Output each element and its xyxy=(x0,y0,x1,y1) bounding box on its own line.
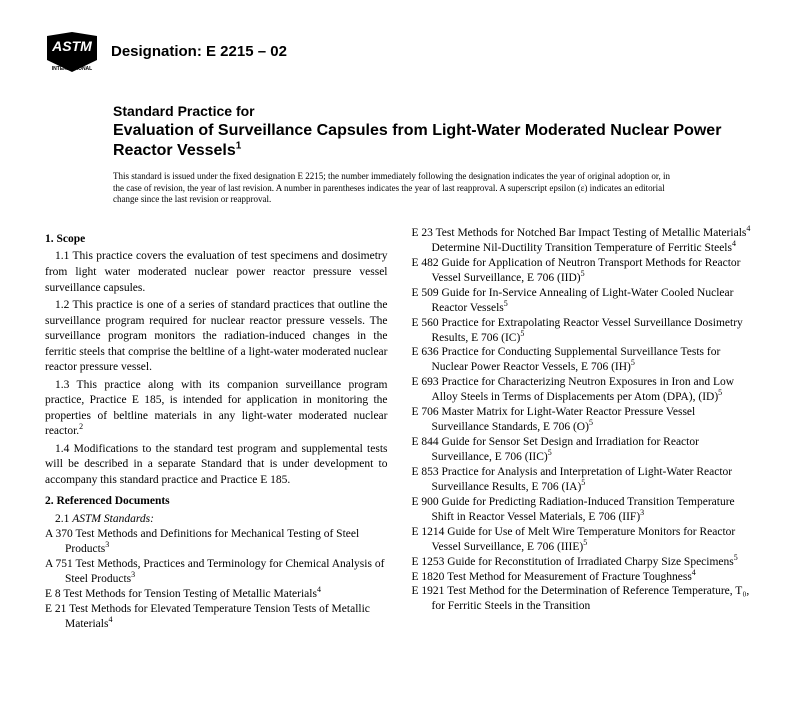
header-row: ASTM INTERNATIONAL Designation: E 2215 –… xyxy=(45,30,754,74)
ref-e636: E 636 Practice for Conducting Supplement… xyxy=(412,345,755,375)
para-1-4: 1.4 Modifications to the standard test p… xyxy=(45,442,388,489)
title-block: Standard Practice for Evaluation of Surv… xyxy=(113,102,754,161)
section-2-head: 2. Referenced Documents xyxy=(45,494,388,510)
ref-e1921: E 1921 Test Method for the Determination… xyxy=(412,584,755,614)
ref-e8: E 8 Test Methods for Tension Testing of … xyxy=(45,587,388,602)
para-1-2: 1.2 This practice is one of a series of … xyxy=(45,298,388,376)
title-main: Evaluation of Surveillance Capsules from… xyxy=(113,121,754,161)
ref-e21: E 21 Test Methods for Elevated Temperatu… xyxy=(45,602,388,632)
ref-a370: A 370 Test Methods and Definitions for M… xyxy=(45,527,388,557)
ref-e482: E 482 Guide for Application of Neutron T… xyxy=(412,256,755,286)
sub-num: 2.1 xyxy=(55,513,72,525)
para-1-3: 1.3 This practice along with its compani… xyxy=(45,378,388,440)
svg-text:INTERNATIONAL: INTERNATIONAL xyxy=(52,66,92,72)
ref-e23: E 23 Test Methods for Notched Bar Impact… xyxy=(412,226,755,241)
ref-e706: E 706 Master Matrix for Light-Water Reac… xyxy=(412,405,755,435)
section-1-head: 1. Scope xyxy=(45,232,388,248)
title-pre: Standard Practice for xyxy=(113,102,754,121)
ref-e1253: E 1253 Guide for Reconstitution of Irrad… xyxy=(412,555,755,570)
ref-e844: E 844 Guide for Sensor Set Design and Ir… xyxy=(412,435,755,465)
astm-logo: ASTM INTERNATIONAL xyxy=(45,30,99,74)
section-2-1-head: 2.1 ASTM Standards: xyxy=(45,512,388,528)
fineprint: This standard is issued under the fixed … xyxy=(113,171,673,206)
ref-e853: E 853 Practice for Analysis and Interpre… xyxy=(412,465,755,495)
ref-e560: E 560 Practice for Extrapolating Reactor… xyxy=(412,316,755,346)
ref-e900: E 900 Guide for Predicting Radiation-Ind… xyxy=(412,495,755,525)
designation: Designation: E 2215 – 02 xyxy=(111,42,287,62)
ref-e1820: E 1820 Test Method for Measurement of Fr… xyxy=(412,570,755,585)
body-columns: 1. Scope 1.1 This practice covers the ev… xyxy=(45,226,754,632)
ref-e509: E 509 Guide for In-Service Annealing of … xyxy=(412,286,755,316)
para-1-1: 1.1 This practice covers the evaluation … xyxy=(45,249,388,296)
ref-cont: Determine Nil-Ductility Transition Tempe… xyxy=(412,241,755,256)
title-main-text: Evaluation of Surveillance Capsules from… xyxy=(113,122,721,159)
ref-e693: E 693 Practice for Characterizing Neutro… xyxy=(412,375,755,405)
svg-text:ASTM: ASTM xyxy=(51,38,92,54)
para-1-3-sup: 2 xyxy=(79,422,83,431)
ref-e1214: E 1214 Guide for Use of Melt Wire Temper… xyxy=(412,525,755,555)
para-1-3-text: 1.3 This practice along with its compani… xyxy=(45,379,388,438)
ref-a751: A 751 Test Methods, Practices and Termin… xyxy=(45,557,388,587)
title-sup: 1 xyxy=(236,141,242,152)
sub-ital: ASTM Standards: xyxy=(72,513,154,525)
